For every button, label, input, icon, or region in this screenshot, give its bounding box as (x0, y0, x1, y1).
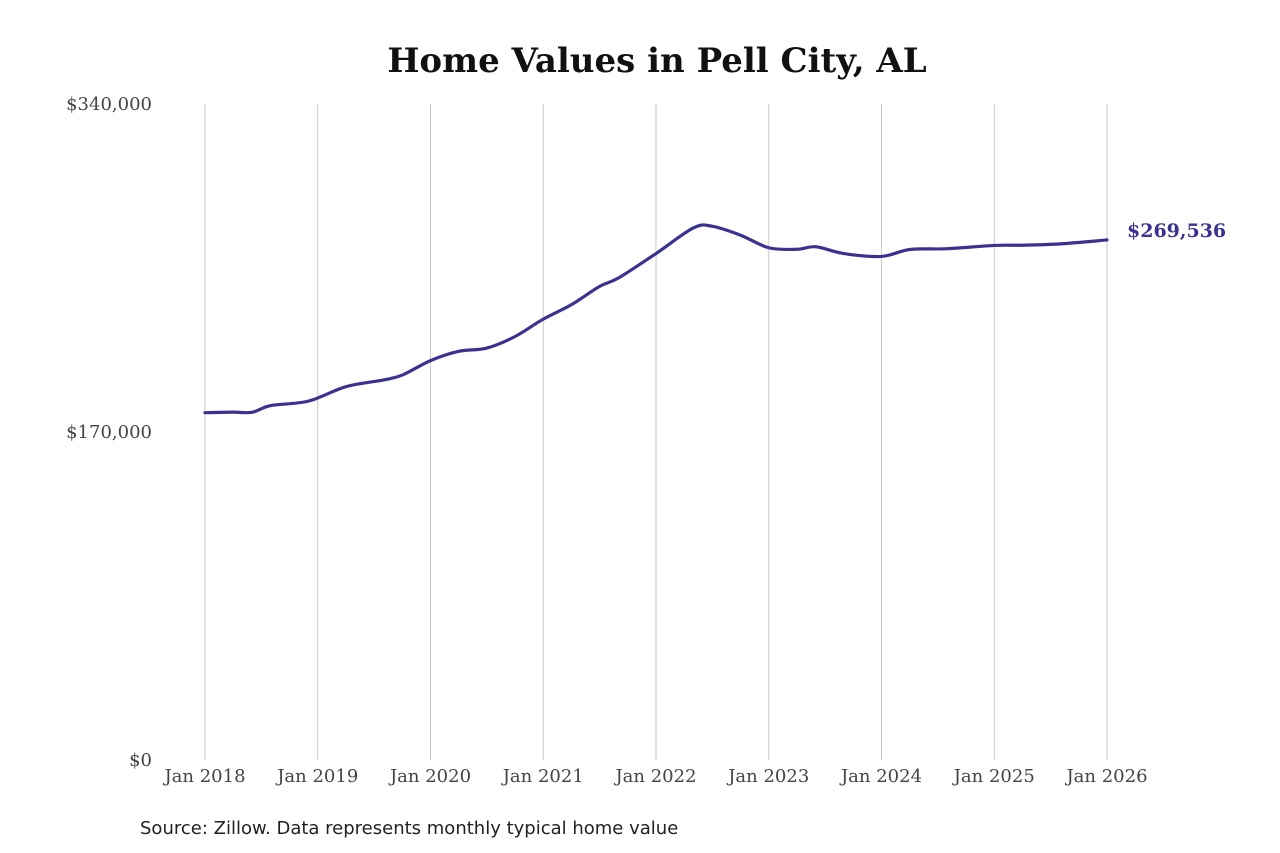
x-tick-label: Jan 2021 (501, 766, 584, 787)
x-tick-label: Jan 2022 (613, 766, 696, 787)
x-axis-ticks: Jan 2018 Jan 2019 Jan 2020 Jan 2021 Jan 2022… (162, 766, 1147, 787)
x-tick-label: Jan 2026 (1064, 766, 1147, 787)
x-tick-label: Jan 2020 (388, 766, 471, 787)
series-line (203, 223, 1109, 415)
x-tick-label: Jan 2024 (839, 766, 922, 787)
x-tick-label: Jan 2023 (726, 766, 809, 787)
y-axis-ticks: $0 $170,000 $340,000 (66, 94, 152, 771)
series-layer (203, 223, 1109, 415)
x-tick-label: Jan 2025 (952, 766, 1035, 787)
y-tick-label: $0 (129, 750, 152, 771)
x-tick-label: Jan 2018 (162, 766, 245, 787)
y-tick-label: $340,000 (66, 94, 152, 115)
grid-lines (204, 104, 1108, 760)
source-note: Source: Zillow. Data represents monthly … (140, 818, 678, 839)
chart-title: Home Values in Pell City, AL (387, 41, 926, 81)
y-tick-label: $170,000 (66, 422, 152, 443)
x-tick-label: Jan 2019 (275, 766, 358, 787)
end-value-label: $269,536 (1127, 220, 1226, 242)
